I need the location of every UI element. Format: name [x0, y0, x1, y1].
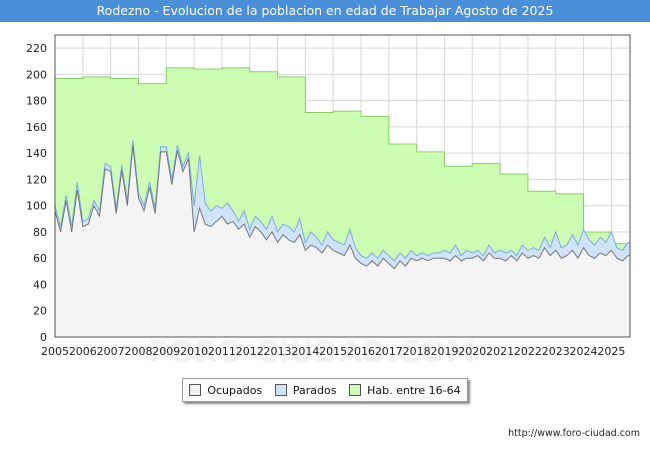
legend-swatch-ocupados — [189, 384, 202, 396]
x-tick-label: 2018 — [403, 345, 431, 358]
y-tick-label: 0 — [40, 331, 47, 344]
series-area-ocupados-fill — [55, 145, 630, 337]
x-tick-label: 2023 — [542, 345, 570, 358]
watermark: FORO-CIUDAD.COM — [149, 335, 476, 370]
legend-label-parados: Parados — [292, 383, 337, 397]
y-tick-label: 160 — [26, 121, 47, 134]
series-area-parados-line — [54, 139, 630, 262]
plot-frame — [54, 34, 631, 338]
y-tick-label: 40 — [33, 278, 47, 291]
x-tick-label: 2009 — [152, 345, 180, 358]
x-tick-label: 2025 — [597, 345, 625, 358]
x-tick-label: 2019 — [430, 345, 458, 358]
legend-swatch-parados — [274, 384, 287, 396]
legend-swatch-hab — [349, 384, 362, 396]
x-tick-label: 2013 — [264, 345, 292, 358]
chart-title: Rodezno - Evolucion de la poblacion en e… — [0, 0, 650, 22]
y-tick-label: 60 — [33, 252, 47, 265]
y-tick-label: 220 — [26, 42, 47, 55]
source-link[interactable]: http://www.foro-ciudad.com — [508, 428, 640, 439]
x-tick-label: 2011 — [208, 345, 236, 358]
x-tick-label: 2006 — [69, 345, 97, 358]
series-area-ocupados-line — [54, 145, 630, 270]
x-tick-label: 2005 — [41, 345, 69, 358]
x-tick-label: 2024 — [570, 345, 598, 358]
legend-label-hab: Hab. entre 16-64 — [367, 383, 461, 397]
legend: Ocupados Parados Hab. entre 16-64 — [182, 378, 468, 402]
legend-item-hab: Hab. entre 16-64 — [349, 384, 461, 397]
legend-item-parados: Parados — [274, 383, 337, 397]
y-tick-label: 200 — [26, 68, 47, 81]
y-tick-label: 80 — [33, 226, 47, 239]
x-tick-label: 2022 — [514, 345, 542, 358]
x-tick-label: 2020 — [458, 345, 486, 358]
x-tick-label: 2007 — [97, 345, 125, 358]
x-tick-label: 2021 — [486, 345, 514, 358]
x-tick-label: 2010 — [180, 345, 208, 358]
x-tick-label: 2012 — [236, 345, 264, 358]
y-tick-label: 180 — [26, 95, 47, 108]
y-tick-label: 100 — [26, 200, 47, 213]
x-tick-label: 2016 — [347, 345, 375, 358]
legend-item-ocupados: Ocupados — [189, 384, 262, 397]
x-tick-label: 2015 — [319, 345, 347, 358]
x-tick-label: 2017 — [375, 345, 403, 358]
y-tick-label: 120 — [26, 173, 47, 186]
legend-label-ocupados: Ocupados — [207, 383, 263, 397]
x-tick-label: 2008 — [124, 345, 152, 358]
y-tick-label: 140 — [26, 147, 47, 160]
series-areas — [54, 67, 631, 338]
x-tick-label: 2014 — [291, 345, 319, 358]
y-tick-label: 20 — [33, 305, 47, 318]
